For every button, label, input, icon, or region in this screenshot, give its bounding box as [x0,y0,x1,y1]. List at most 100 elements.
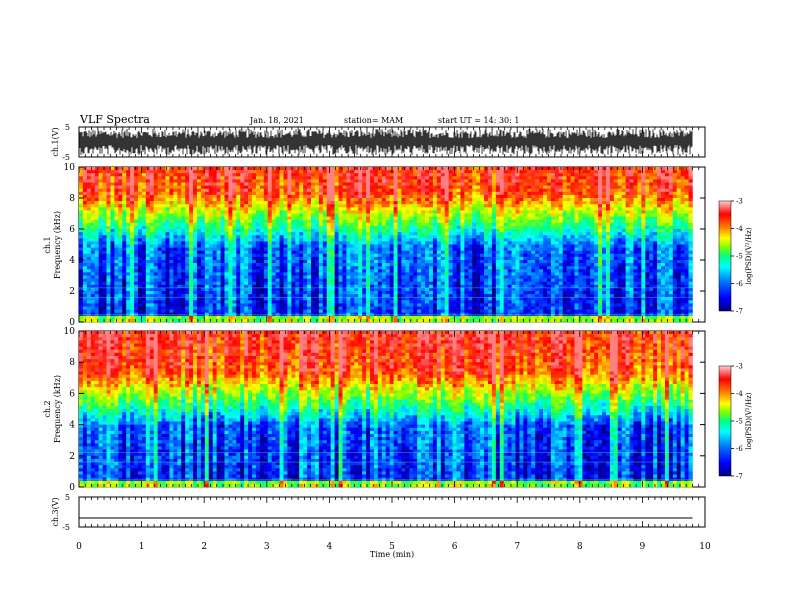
spectrogram-cell [307,210,312,214]
spectrogram-cell [362,182,367,186]
spectrogram-cell [326,253,331,258]
spectrogram-cell [362,291,367,295]
spectrogram-cell [440,207,446,211]
spectrogram-cell [287,232,292,236]
spectrogram-cell [342,297,347,301]
spectrogram-cell [311,294,316,298]
spectrogram-cell [346,256,351,261]
spectrogram-cell [362,194,367,199]
spectrogram-cell [82,315,88,320]
spectrogram-cell [126,170,131,174]
spectrogram-cell [157,300,162,304]
spectrogram-cell [130,170,135,174]
spectrogram-cell [98,266,103,270]
spectrogram-cell [362,306,367,310]
spectrogram-cell [126,266,131,270]
spectrogram-cell [212,294,217,298]
spectrogram-cell [110,173,115,177]
spectrogram-cell [413,260,418,264]
spectrogram-cell [137,303,143,307]
spectrogram-cell [346,281,351,286]
spectrogram-cell [248,253,253,258]
spectrogram-cell [354,303,359,307]
spectrogram-cell [173,167,178,171]
spectrogram-cell [157,266,162,270]
spectrogram-cell [169,306,174,310]
spectrogram-cell [314,309,320,313]
spectrogram-cell [110,300,115,304]
spectrogram-cell [440,297,446,301]
spectrogram-cell [90,225,96,230]
spectrogram-cell [161,256,166,261]
spectrogram-cell [114,309,119,313]
spectrogram-cell [456,194,461,199]
spectrogram-cell [177,170,182,174]
spectrogram-cell [212,201,217,205]
spectrogram-cell [259,272,265,276]
spectrogram-cell [370,179,375,183]
spectrogram-cell [267,167,272,171]
spectrogram-cell [134,229,139,233]
spectrogram-cell [153,318,158,323]
spectrogram-cell [232,204,237,208]
spectrogram-cell [287,272,292,276]
spectrogram-cell [228,191,233,196]
spectrogram-cell [405,204,410,208]
spectrogram-cell [98,201,103,205]
spectrogram-cell [405,232,410,236]
spectrogram-cell [79,272,84,276]
spectrogram-cell [373,210,379,214]
spectrogram-cell [440,232,446,236]
spectrogram-cell [193,318,198,323]
spectrogram-cell [432,247,438,251]
spectrogram-cell [98,300,103,304]
spectrogram-cell [122,232,127,236]
spectrogram-cell [283,260,288,264]
spectrogram-cell [193,216,198,220]
spectrogram-cell [193,210,198,214]
spectrogram-cell [248,297,253,301]
spectrogram-cell [456,297,461,301]
spectrogram-cell [244,284,249,289]
spectrogram-cell [79,253,84,258]
spectrogram-cell [326,287,331,292]
spectrogram-cell [244,266,249,270]
spectrogram-cell [145,191,151,196]
spectrogram-cell [181,260,186,264]
spectrogram-cell [267,300,272,304]
spectrogram-cell [255,306,261,310]
spectrogram-cell [381,185,387,189]
spectrogram-cell [141,173,147,177]
spectrogram-cell [362,318,367,323]
spectrogram-cell [204,182,210,186]
spectrogram-cell [102,247,107,251]
spectrogram-cell [311,173,316,177]
spectrogram-cell [299,204,304,208]
spectrogram-cell [287,170,292,174]
spectrogram-cell [307,278,312,282]
spectrogram-cell [417,232,422,236]
spectrogram-cell [448,185,453,189]
spectrogram-cell [432,198,438,202]
spectrogram-cell [456,269,461,273]
spectrogram-cell [287,216,292,220]
spectrogram-cell [432,173,438,177]
spectrogram-cell [240,306,245,310]
spectrogram-cell [271,272,276,276]
spectrogram-cell [460,225,465,230]
spectrogram-cell [252,244,257,248]
spectrogram-cell [393,191,398,196]
spectrogram-cell [232,247,237,251]
spectrogram-cell [334,278,339,282]
spectrogram-cell [216,241,221,245]
spectrogram-cell [385,297,390,301]
spectrogram-cell [224,284,229,289]
spectrogram-cell [118,272,123,276]
spectrogram-cell [307,198,312,202]
spectrogram-cell [370,247,375,251]
spectrogram-cell [193,263,198,267]
spectrogram-cell [303,287,308,292]
spectrogram-cell [220,216,225,220]
spectrogram-cell [165,309,170,313]
spectrogram-cell [314,216,320,220]
